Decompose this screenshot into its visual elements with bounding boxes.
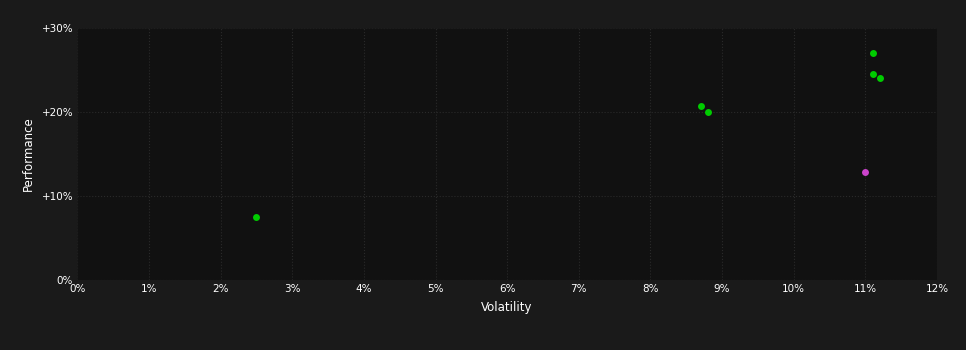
Point [248, 214, 264, 220]
Point [865, 50, 880, 56]
Point [865, 71, 880, 77]
X-axis label: Volatility: Volatility [481, 301, 533, 314]
Y-axis label: Performance: Performance [21, 117, 35, 191]
Point [872, 75, 888, 80]
Point [693, 103, 708, 109]
Point [700, 109, 716, 115]
Point [858, 170, 873, 175]
